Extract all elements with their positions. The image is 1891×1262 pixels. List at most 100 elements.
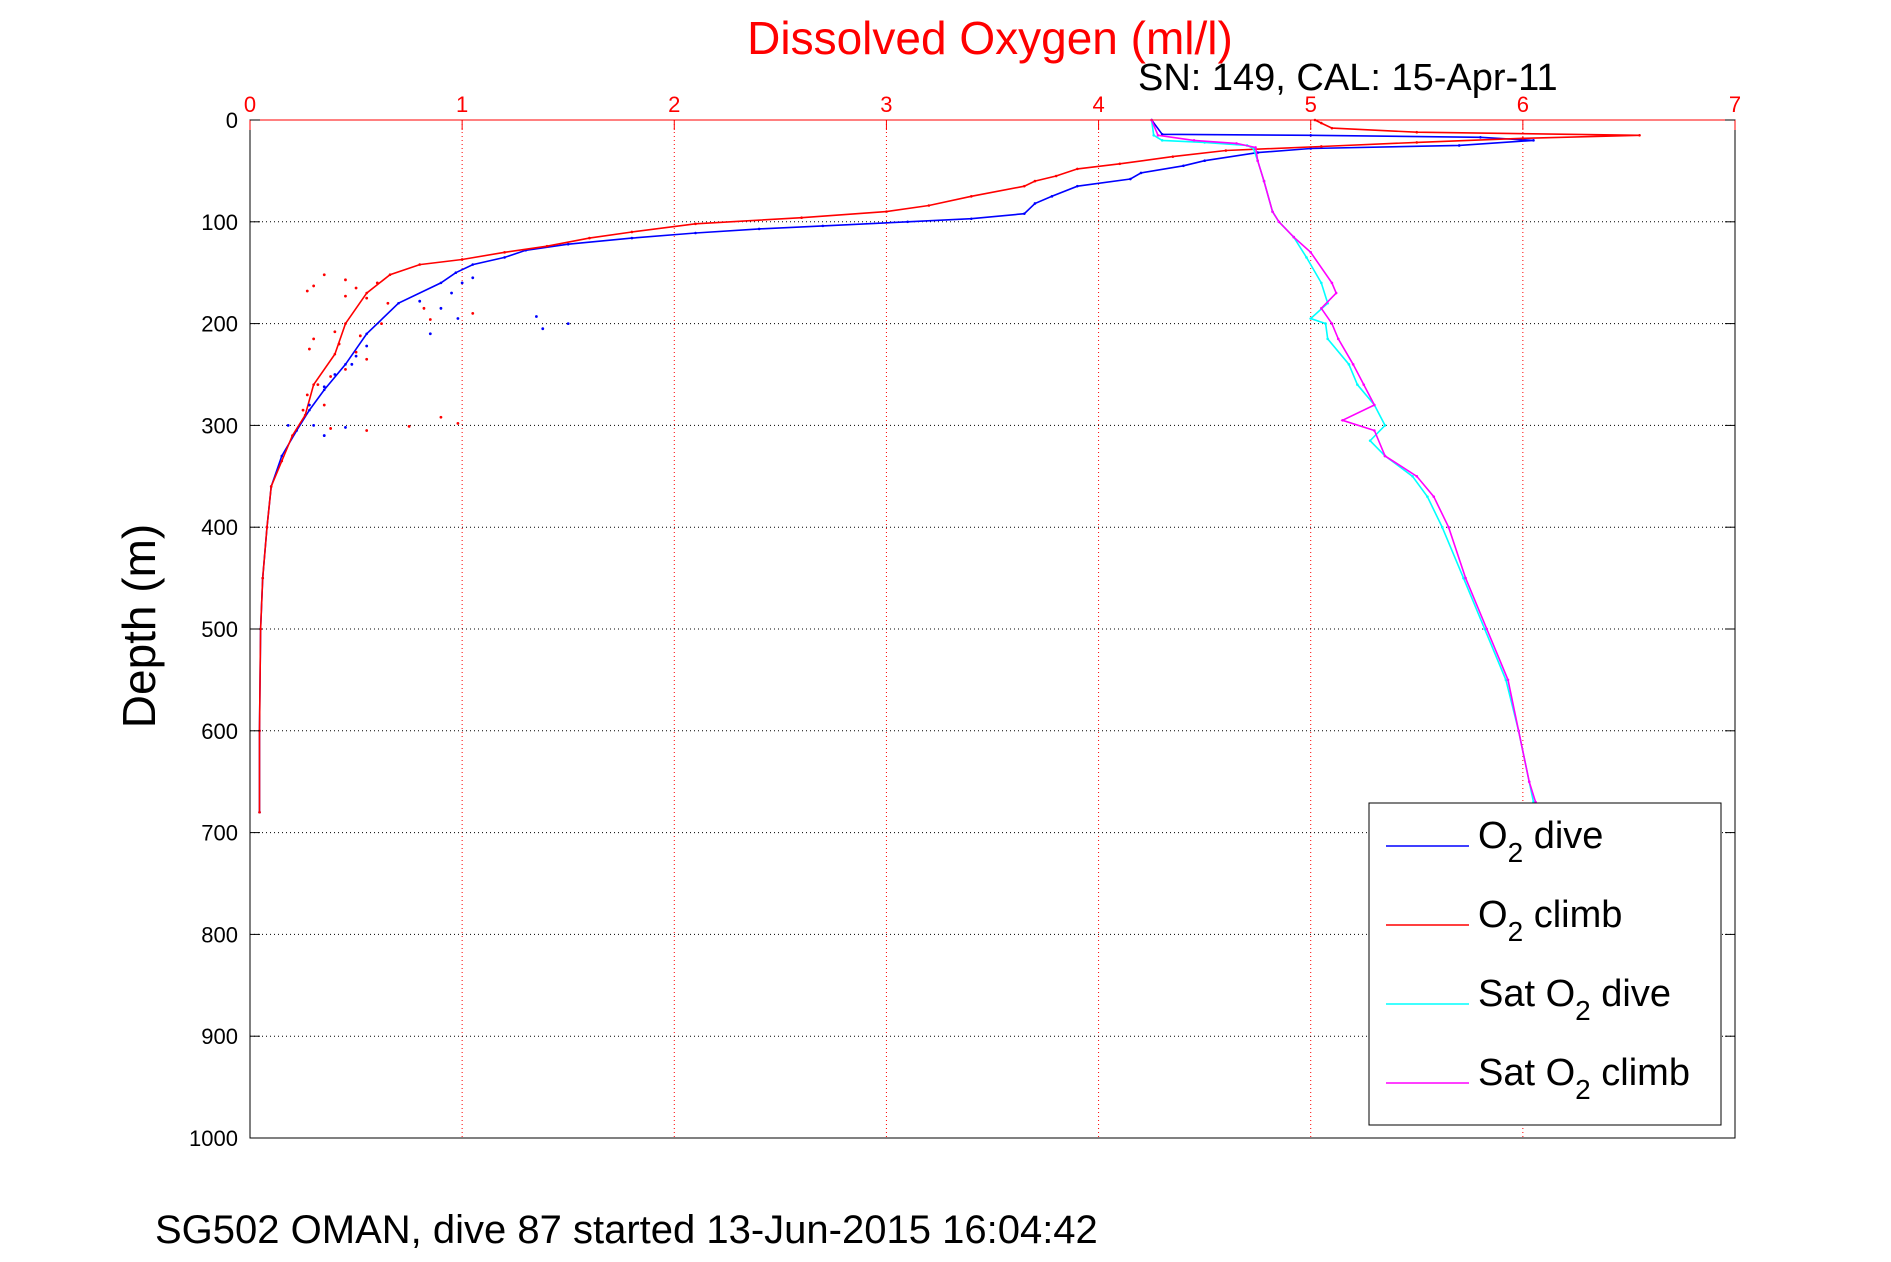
data-point [1160, 132, 1164, 136]
data-point [259, 627, 262, 631]
y-tick-label: 300 [201, 413, 238, 438]
scatter-point [305, 393, 309, 397]
data-point [1383, 454, 1387, 458]
data-point [1521, 137, 1525, 140]
data-point [969, 217, 973, 221]
scatter-point [329, 375, 333, 378]
y-axis-label: Depth (m) [113, 524, 165, 728]
data-point [1023, 212, 1026, 215]
y-tick-label: 700 [201, 821, 238, 846]
data-point [1182, 164, 1185, 168]
scatter-point [333, 330, 337, 334]
data-point [1320, 121, 1323, 125]
scatter-point [386, 301, 390, 305]
data-point [308, 408, 311, 412]
data-point [1324, 322, 1327, 325]
scatter-point [333, 373, 337, 376]
data-point [1347, 363, 1351, 366]
scatter-point [286, 424, 290, 427]
series-line-3 [1150, 119, 1537, 803]
data-point [800, 216, 803, 220]
data-point [312, 383, 315, 386]
x-tick-label: 0 [244, 92, 256, 117]
data-point [1271, 210, 1274, 213]
data-point [1320, 145, 1323, 148]
data-point [969, 195, 973, 198]
y-tick-label: 900 [201, 1024, 238, 1049]
y-tick-label: 800 [201, 922, 238, 947]
scatter-point [322, 434, 326, 437]
scatter-point [344, 368, 347, 371]
data-point [303, 413, 307, 417]
data-point [471, 263, 475, 266]
data-point [258, 810, 261, 814]
scatter-point [358, 334, 362, 338]
data-point [757, 227, 761, 231]
data-point [1160, 139, 1164, 142]
y-tick-label: 500 [201, 617, 238, 642]
data-point [694, 222, 697, 226]
scatter-point [312, 284, 316, 288]
data-point [1330, 322, 1334, 325]
data-point [454, 271, 458, 275]
scatter-point [460, 281, 464, 285]
data-point [1334, 291, 1338, 295]
scatter-point [316, 383, 320, 387]
scatter-point [337, 342, 341, 346]
data-point [344, 363, 347, 366]
data-point [1415, 130, 1419, 134]
data-point [1341, 419, 1344, 422]
data-point [1479, 136, 1482, 139]
data-point [1483, 627, 1486, 631]
data-point [1224, 149, 1228, 152]
data-point [1326, 337, 1329, 341]
scatter-point [329, 427, 333, 430]
scatter-point [322, 273, 326, 277]
x-tick-label: 7 [1729, 92, 1741, 117]
data-point [1256, 159, 1259, 163]
data-point [1292, 235, 1296, 239]
data-point [1506, 678, 1510, 682]
x-tick-label: 4 [1092, 92, 1104, 117]
data-point [1309, 251, 1313, 254]
scatter-point [344, 278, 347, 282]
data-point [1050, 195, 1054, 198]
data-point [503, 256, 506, 259]
series-line-2 [1150, 119, 1535, 803]
chart-title: Dissolved Oxygen (ml/l) [747, 12, 1233, 64]
y-tick-label: 1000 [189, 1126, 238, 1151]
data-point [365, 291, 368, 295]
data-point [344, 322, 347, 325]
data-point [1457, 144, 1461, 147]
scatter-point [534, 315, 538, 318]
data-point [397, 301, 400, 305]
data-point [1033, 179, 1037, 183]
data-point [333, 352, 337, 356]
x-tick-label: 1 [456, 92, 468, 117]
data-point [1532, 139, 1535, 142]
data-point [1356, 383, 1359, 386]
legend-box [1368, 802, 1722, 1126]
legend-label: O2 dive [1478, 815, 1603, 868]
scatter-point [428, 332, 432, 336]
scatter-point [312, 424, 316, 427]
data-point [1362, 383, 1366, 386]
data-point [1309, 133, 1313, 137]
data-point [1235, 142, 1238, 145]
data-point [1527, 780, 1531, 783]
scatter-point [354, 286, 358, 290]
data-point [885, 210, 888, 213]
data-point [1330, 281, 1334, 285]
data-point [1054, 174, 1058, 178]
scatter-point [422, 306, 426, 310]
y-axis-ticks: 0 100 200 300 400 500 600 700 800 900 1000 [189, 108, 1735, 1151]
scatter-point [322, 403, 326, 407]
scatter-point [365, 429, 369, 432]
scatter-point [344, 426, 347, 429]
data-point [1447, 525, 1450, 529]
data-point [1383, 424, 1387, 427]
y-tick-label: 400 [201, 515, 238, 540]
legend: O2 dive O2 climb Sat O2 dive Sat O2 climb [1368, 802, 1722, 1126]
data-point [1033, 202, 1037, 205]
